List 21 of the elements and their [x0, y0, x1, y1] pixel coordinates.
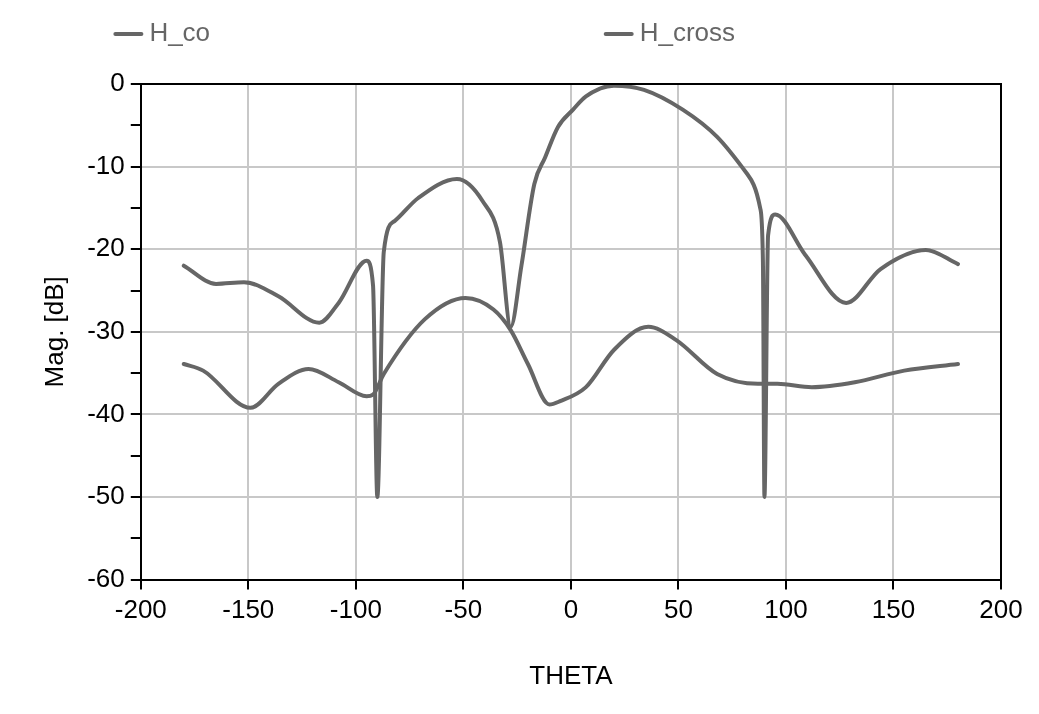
- y-tick-label: -10: [87, 149, 125, 180]
- x-tick-label: 100: [764, 594, 808, 625]
- legend-label: H_cross: [639, 17, 736, 48]
- y-tick-label: -30: [87, 314, 125, 345]
- x-tick-label: 150: [871, 594, 916, 625]
- y-axis-title: Mag. [dB]: [38, 276, 69, 388]
- x-tick-label: 200: [979, 594, 1023, 625]
- x-tick-label: -200: [114, 594, 167, 625]
- x-axis-title: THETA: [529, 659, 614, 690]
- y-tick-label: -40: [87, 397, 125, 428]
- x-tick-label: -50: [444, 594, 483, 625]
- y-tick-label: -20: [87, 232, 125, 263]
- x-tick-label: 0: [563, 594, 579, 625]
- legend-label: H_co: [149, 17, 211, 48]
- x-tick-label: -150: [222, 594, 275, 625]
- y-tick-label: -60: [87, 562, 125, 593]
- y-tick-label: -50: [87, 480, 125, 511]
- x-tick-label: -100: [329, 594, 382, 625]
- x-tick-label: 50: [663, 594, 693, 625]
- line-series: [181, 84, 960, 499]
- y-tick-label: 0: [110, 67, 125, 98]
